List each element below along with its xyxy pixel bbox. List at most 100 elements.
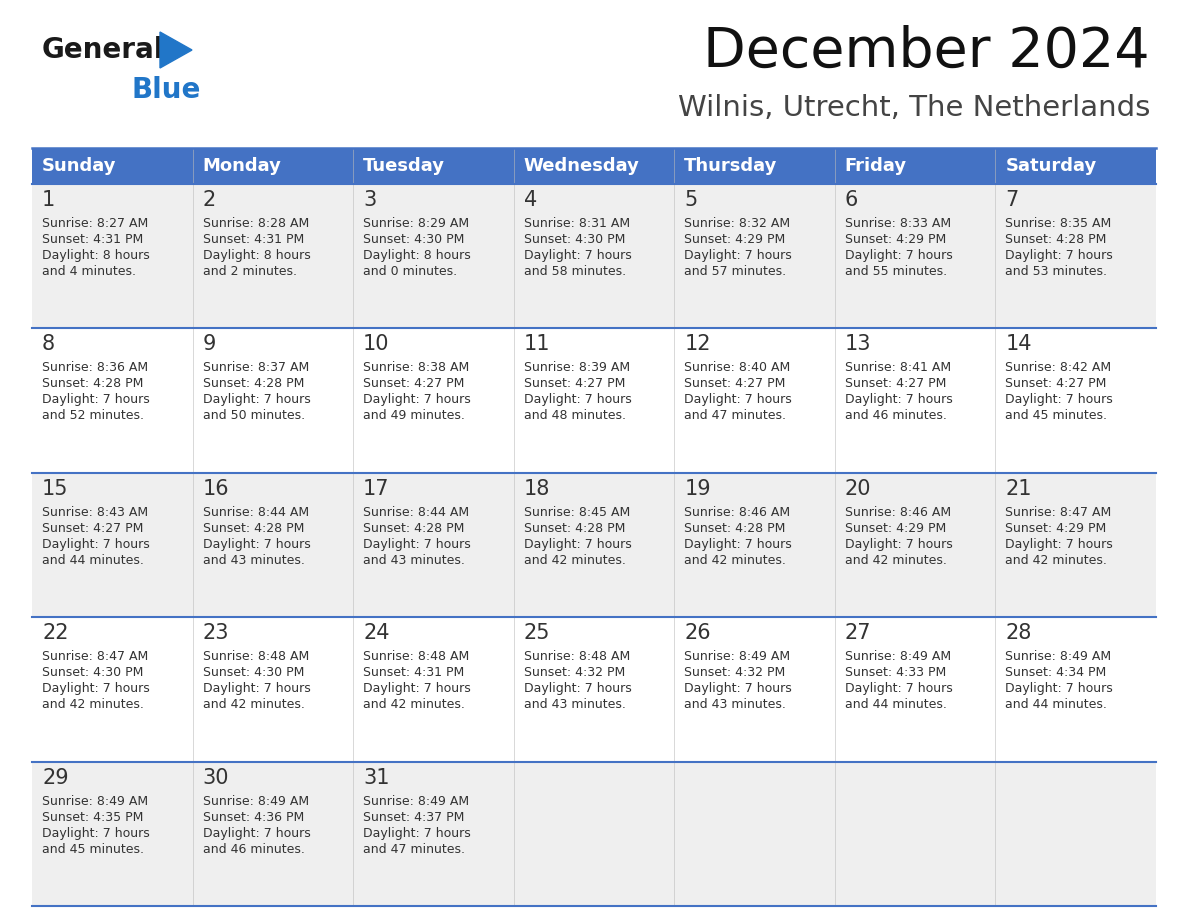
Text: Sunset: 4:28 PM: Sunset: 4:28 PM [1005, 233, 1107, 246]
Text: Sunrise: 8:31 AM: Sunrise: 8:31 AM [524, 217, 630, 230]
Text: 12: 12 [684, 334, 710, 354]
Text: 22: 22 [42, 623, 69, 644]
Text: Sunset: 4:27 PM: Sunset: 4:27 PM [845, 377, 946, 390]
Text: Daylight: 7 hours: Daylight: 7 hours [845, 538, 953, 551]
Text: Sunrise: 8:42 AM: Sunrise: 8:42 AM [1005, 362, 1112, 375]
Text: and 47 minutes.: and 47 minutes. [364, 843, 466, 856]
Bar [32, 473, 1156, 617]
Text: and 46 minutes.: and 46 minutes. [203, 843, 304, 856]
Text: Tuesday: Tuesday [364, 157, 446, 175]
Text: Sunset: 4:37 PM: Sunset: 4:37 PM [364, 811, 465, 823]
Text: Friday: Friday [845, 157, 906, 175]
Text: Sunrise: 8:43 AM: Sunrise: 8:43 AM [42, 506, 148, 519]
Text: 31: 31 [364, 767, 390, 788]
Text: Daylight: 7 hours: Daylight: 7 hours [1005, 682, 1113, 695]
Text: 25: 25 [524, 623, 550, 644]
Text: Sunset: 4:27 PM: Sunset: 4:27 PM [42, 521, 144, 535]
Text: and 43 minutes.: and 43 minutes. [364, 554, 465, 566]
Text: Daylight: 7 hours: Daylight: 7 hours [845, 394, 953, 407]
Text: Sunrise: 8:38 AM: Sunrise: 8:38 AM [364, 362, 469, 375]
Text: Sunrise: 8:36 AM: Sunrise: 8:36 AM [42, 362, 148, 375]
Text: Daylight: 7 hours: Daylight: 7 hours [845, 682, 953, 695]
Text: Thursday: Thursday [684, 157, 778, 175]
Text: Sunrise: 8:48 AM: Sunrise: 8:48 AM [203, 650, 309, 663]
Text: Daylight: 7 hours: Daylight: 7 hours [203, 826, 310, 840]
Text: Sunset: 4:28 PM: Sunset: 4:28 PM [203, 521, 304, 535]
Text: and 44 minutes.: and 44 minutes. [42, 554, 144, 566]
Text: Sunrise: 8:49 AM: Sunrise: 8:49 AM [203, 795, 309, 808]
Text: Sunset: 4:31 PM: Sunset: 4:31 PM [42, 233, 144, 246]
Text: 23: 23 [203, 623, 229, 644]
Polygon shape [160, 32, 192, 68]
Bar [32, 762, 1156, 906]
Text: Sunrise: 8:37 AM: Sunrise: 8:37 AM [203, 362, 309, 375]
Text: 24: 24 [364, 623, 390, 644]
Text: Daylight: 8 hours: Daylight: 8 hours [364, 249, 470, 262]
Text: 5: 5 [684, 190, 697, 210]
Text: and 42 minutes.: and 42 minutes. [1005, 554, 1107, 566]
Text: Sunrise: 8:28 AM: Sunrise: 8:28 AM [203, 217, 309, 230]
Text: 11: 11 [524, 334, 550, 354]
Text: Wilnis, Utrecht, The Netherlands: Wilnis, Utrecht, The Netherlands [677, 94, 1150, 122]
Text: and 47 minutes.: and 47 minutes. [684, 409, 786, 422]
Text: and 52 minutes.: and 52 minutes. [42, 409, 144, 422]
Text: and 2 minutes.: and 2 minutes. [203, 265, 297, 278]
Text: 18: 18 [524, 479, 550, 498]
Text: Sunset: 4:32 PM: Sunset: 4:32 PM [524, 666, 625, 679]
Bar [32, 184, 1156, 329]
Text: Daylight: 7 hours: Daylight: 7 hours [524, 394, 632, 407]
Text: and 44 minutes.: and 44 minutes. [1005, 699, 1107, 711]
Text: Daylight: 7 hours: Daylight: 7 hours [42, 394, 150, 407]
Text: Daylight: 7 hours: Daylight: 7 hours [364, 682, 470, 695]
Text: Daylight: 7 hours: Daylight: 7 hours [1005, 394, 1113, 407]
Text: Sunset: 4:30 PM: Sunset: 4:30 PM [524, 233, 625, 246]
Text: Daylight: 7 hours: Daylight: 7 hours [1005, 249, 1113, 262]
Text: 17: 17 [364, 479, 390, 498]
Text: Sunrise: 8:44 AM: Sunrise: 8:44 AM [203, 506, 309, 519]
Text: Sunrise: 8:33 AM: Sunrise: 8:33 AM [845, 217, 950, 230]
Text: Sunrise: 8:48 AM: Sunrise: 8:48 AM [364, 650, 469, 663]
Text: Sunset: 4:27 PM: Sunset: 4:27 PM [524, 377, 625, 390]
Text: Daylight: 7 hours: Daylight: 7 hours [42, 538, 150, 551]
Text: and 44 minutes.: and 44 minutes. [845, 699, 947, 711]
Text: Daylight: 7 hours: Daylight: 7 hours [203, 538, 310, 551]
Text: 13: 13 [845, 334, 871, 354]
Text: Sunset: 4:30 PM: Sunset: 4:30 PM [42, 666, 144, 679]
Text: Sunset: 4:28 PM: Sunset: 4:28 PM [524, 521, 625, 535]
Text: 10: 10 [364, 334, 390, 354]
Text: Daylight: 7 hours: Daylight: 7 hours [524, 682, 632, 695]
Text: Sunset: 4:34 PM: Sunset: 4:34 PM [1005, 666, 1107, 679]
Text: and 42 minutes.: and 42 minutes. [364, 699, 465, 711]
Text: 7: 7 [1005, 190, 1018, 210]
Text: Sunset: 4:33 PM: Sunset: 4:33 PM [845, 666, 946, 679]
Text: Blue: Blue [132, 76, 202, 104]
Text: and 45 minutes.: and 45 minutes. [42, 843, 144, 856]
Text: 6: 6 [845, 190, 858, 210]
Text: and 57 minutes.: and 57 minutes. [684, 265, 786, 278]
Text: and 46 minutes.: and 46 minutes. [845, 409, 947, 422]
Text: Sunrise: 8:29 AM: Sunrise: 8:29 AM [364, 217, 469, 230]
Text: and 58 minutes.: and 58 minutes. [524, 265, 626, 278]
Text: Sunset: 4:29 PM: Sunset: 4:29 PM [845, 521, 946, 535]
Text: Sunday: Sunday [42, 157, 116, 175]
Text: Daylight: 7 hours: Daylight: 7 hours [845, 249, 953, 262]
Text: Wednesday: Wednesday [524, 157, 639, 175]
Text: Daylight: 7 hours: Daylight: 7 hours [42, 682, 150, 695]
Text: and 42 minutes.: and 42 minutes. [684, 554, 786, 566]
Text: Sunrise: 8:32 AM: Sunrise: 8:32 AM [684, 217, 790, 230]
Text: and 43 minutes.: and 43 minutes. [684, 699, 786, 711]
Text: Sunrise: 8:41 AM: Sunrise: 8:41 AM [845, 362, 950, 375]
Text: Daylight: 7 hours: Daylight: 7 hours [1005, 538, 1113, 551]
Text: Daylight: 7 hours: Daylight: 7 hours [684, 682, 792, 695]
Bar [32, 148, 1156, 184]
Text: 9: 9 [203, 334, 216, 354]
Text: Daylight: 7 hours: Daylight: 7 hours [364, 538, 470, 551]
Text: Daylight: 7 hours: Daylight: 7 hours [684, 249, 792, 262]
Text: Sunset: 4:31 PM: Sunset: 4:31 PM [203, 233, 304, 246]
Text: Saturday: Saturday [1005, 157, 1097, 175]
Text: Sunrise: 8:47 AM: Sunrise: 8:47 AM [42, 650, 148, 663]
Text: Sunset: 4:28 PM: Sunset: 4:28 PM [684, 521, 785, 535]
Bar [32, 329, 1156, 473]
Text: 14: 14 [1005, 334, 1032, 354]
Text: Sunset: 4:29 PM: Sunset: 4:29 PM [684, 233, 785, 246]
